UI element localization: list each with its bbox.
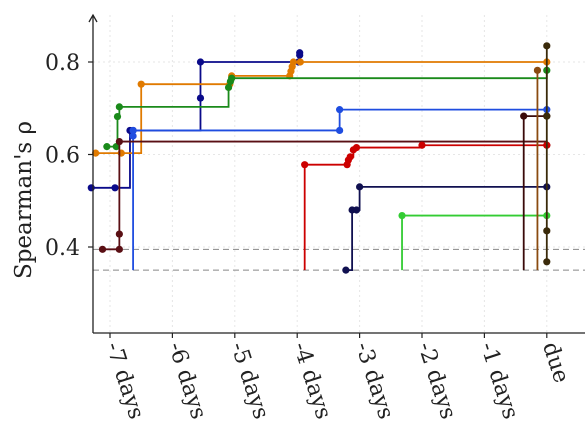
data-point [301,161,309,169]
data-point [228,74,236,82]
y-tick-label: 0.6 [45,144,80,169]
data-point [115,137,123,146]
y-tick-label: 0.4 [45,236,80,261]
data-point [533,66,542,74]
x-tick-label: -1 days [475,339,523,422]
x-tick-label: -5 days [225,339,273,422]
data-point [129,132,137,140]
data-point [356,183,364,191]
data-point [129,126,137,135]
data-point [346,153,354,161]
data-point [352,143,361,152]
data-point [224,83,233,92]
data-point [336,126,344,135]
data-point [113,112,122,121]
axes [88,13,585,338]
series-line-4 [132,108,547,271]
x-tick-label: -4 days [287,339,335,422]
data-point [92,149,100,157]
data-point [103,143,111,151]
series-line-7 [345,185,547,272]
x-tick-label: -7 days [100,339,148,422]
data-point [296,49,304,57]
y-tick-label: 0.8 [45,51,80,76]
data-point [196,58,205,66]
data-point [196,94,205,102]
series-line-6 [303,144,547,271]
x-tick-label: -3 days [350,339,398,422]
data-point [342,266,350,274]
x-tick-label: -6 days [163,339,211,422]
y-axis-arrow [88,13,98,23]
series-layer [87,42,551,274]
data-point [98,245,107,253]
series-line-5 [102,140,548,251]
series-line-1 [91,52,301,189]
data-point [543,227,551,235]
data-point [296,58,304,66]
data-point [543,112,551,120]
series-line-8 [401,214,547,271]
data-point [543,42,551,50]
data-point [137,80,145,88]
data-point [398,211,406,220]
data-point [87,184,95,192]
data-point [115,103,123,111]
data-point [289,58,298,66]
data-point [418,141,426,149]
data-point [520,112,528,120]
data-point [336,106,344,114]
data-point [352,206,361,214]
data-point [115,230,123,238]
reference-lines [93,248,585,271]
data-point [543,258,551,266]
y-axis-label: Spearman's ρ [11,121,37,279]
x-tick-label: due [537,339,574,386]
x-tick-label: -2 days [412,339,460,422]
data-point [111,184,119,192]
data-point [115,245,123,253]
